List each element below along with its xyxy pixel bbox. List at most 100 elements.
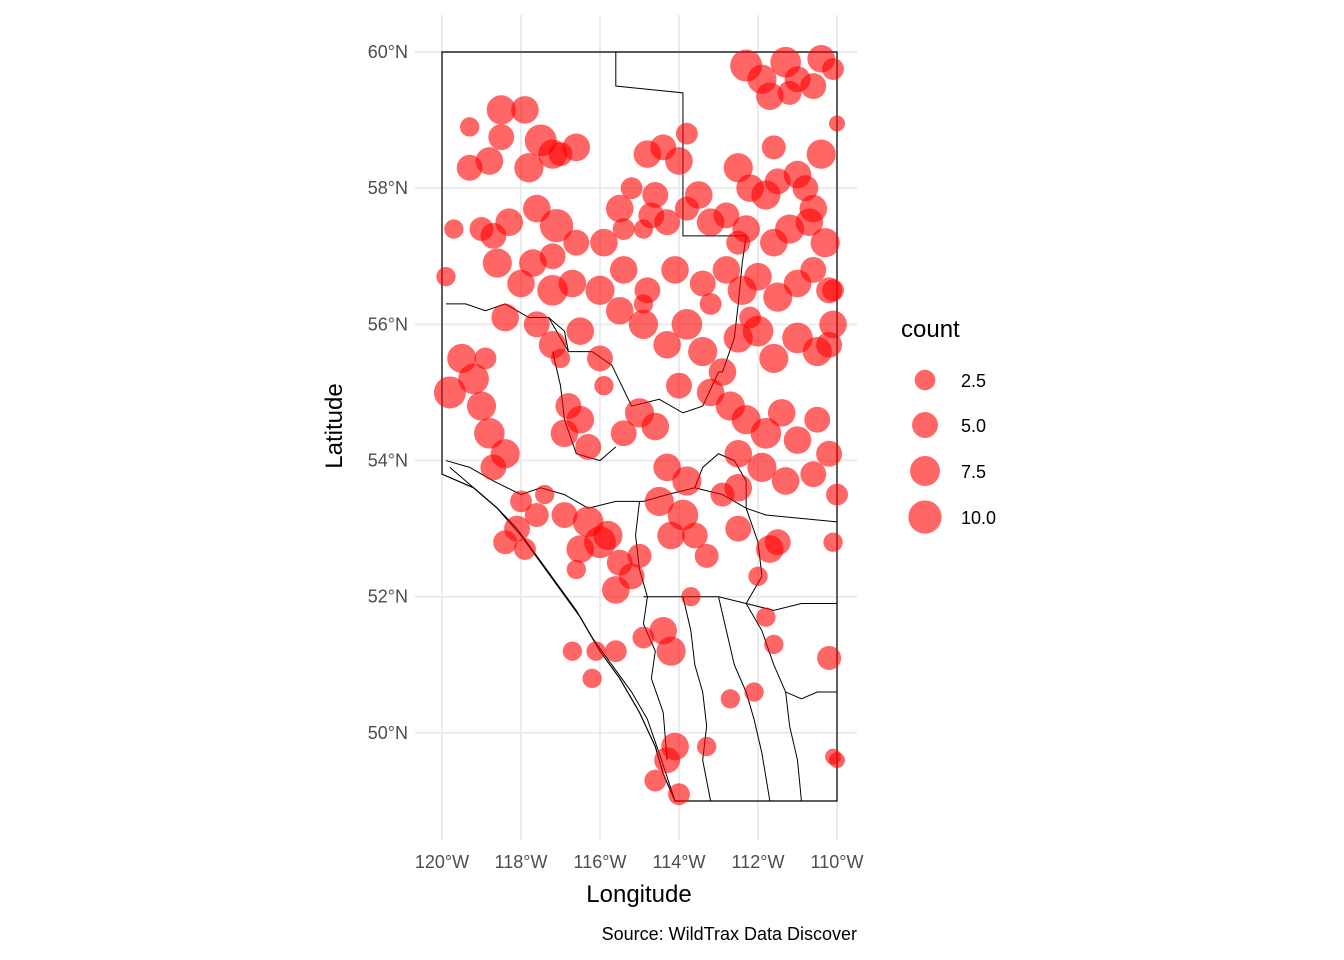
observation-point: [548, 142, 573, 167]
observation-point: [822, 279, 844, 302]
y-tick-label: 54°N: [368, 451, 408, 471]
observation-point: [668, 783, 690, 806]
observation-point: [761, 135, 786, 160]
x-tick-label: 120°W: [415, 852, 469, 872]
region-boundary: [449, 466, 676, 802]
observation-point: [656, 636, 686, 666]
observation-point: [491, 303, 519, 332]
caption: Source: WildTrax Data Discover: [602, 924, 857, 944]
observation-point: [444, 219, 464, 239]
observation-point: [590, 228, 618, 257]
legend-key: [910, 456, 940, 486]
observation-point: [725, 515, 752, 542]
observation-point: [688, 337, 718, 367]
observation-point: [539, 243, 566, 270]
x-tick-label: 114°W: [653, 852, 706, 872]
x-tick-label: 118°W: [495, 852, 548, 872]
observation-point: [604, 640, 627, 663]
observation-point: [493, 530, 518, 555]
legend-key: [912, 412, 938, 438]
observation-point: [633, 219, 654, 239]
x-axis-ticks: 120°W 118°W 116°W 114°W 112°W 110°W: [415, 852, 864, 872]
observation-point: [653, 330, 681, 359]
observation-point: [514, 538, 536, 560]
observation-point: [710, 482, 735, 507]
observation-point: [800, 256, 827, 283]
legend: count 2.5 5.0 7.5 10.0: [901, 316, 996, 534]
region-boundary: [785, 691, 802, 802]
observation-point: [507, 269, 535, 298]
observation-point: [524, 503, 549, 528]
region-boundary: [615, 52, 747, 237]
observation-point: [458, 363, 489, 395]
observation-point: [804, 406, 831, 433]
observation-point: [763, 282, 793, 312]
observation-point: [674, 196, 699, 221]
observation-point: [605, 194, 634, 223]
observation-point: [689, 270, 716, 297]
observation-point: [436, 267, 456, 287]
observation-point: [672, 466, 702, 496]
observation-point: [602, 576, 630, 604]
observation-points: [433, 45, 848, 806]
observation-point: [744, 682, 764, 702]
observation-point: [587, 345, 613, 372]
observation-point: [699, 293, 722, 315]
x-tick-label: 110°W: [811, 852, 864, 872]
observation-point: [539, 208, 574, 243]
observation-point: [486, 95, 516, 125]
observation-point: [800, 73, 827, 99]
observation-point: [551, 502, 578, 528]
observation-point: [474, 417, 505, 449]
legend-label: 10.0: [961, 508, 996, 528]
observation-point: [550, 348, 571, 369]
observation-point: [681, 522, 708, 549]
observation-point: [792, 175, 819, 202]
observation-point: [771, 467, 800, 495]
observation-point: [469, 217, 494, 242]
observation-point: [605, 296, 634, 325]
observation-point: [632, 626, 655, 649]
observation-point: [829, 752, 845, 769]
observation-point: [644, 769, 667, 792]
observation-point: [610, 420, 637, 447]
region-boundary: [445, 303, 719, 414]
x-tick-label: 116°W: [574, 852, 627, 872]
observation-point: [594, 375, 614, 396]
y-tick-label: 52°N: [368, 587, 408, 607]
observation-point: [777, 80, 802, 105]
observation-point: [819, 310, 847, 339]
y-axis-ticks: 50°N 52°N 54°N 56°N 58°N 60°N: [368, 42, 408, 743]
observation-point: [641, 412, 670, 441]
observation-point: [586, 641, 606, 661]
y-tick-label: 56°N: [368, 314, 408, 334]
observation-point: [511, 96, 539, 124]
observation-point: [488, 124, 515, 151]
observation-point: [514, 153, 544, 183]
observation-point: [654, 209, 681, 236]
observation-point: [764, 634, 784, 655]
region-boundary: [445, 460, 838, 523]
observation-point: [800, 461, 827, 488]
observation-point: [474, 347, 497, 370]
observation-point: [480, 454, 507, 481]
legend-key: [908, 500, 942, 534]
region-boundary: [682, 596, 712, 802]
observation-point: [535, 484, 555, 505]
observation-point: [628, 309, 659, 339]
observation-point: [466, 391, 497, 421]
observation-point: [510, 490, 532, 513]
legend-label: 2.5: [961, 371, 986, 391]
observation-point: [654, 747, 681, 774]
observation-point: [433, 376, 466, 409]
observation-point: [562, 641, 583, 661]
observation-point: [523, 311, 550, 338]
x-tick-label: 112°W: [732, 852, 785, 872]
observation-point: [665, 147, 693, 175]
observation-point: [675, 122, 698, 145]
observation-point: [627, 543, 652, 568]
legend-label: 5.0: [961, 416, 986, 436]
observation-point: [694, 543, 719, 568]
observation-point: [730, 49, 763, 82]
